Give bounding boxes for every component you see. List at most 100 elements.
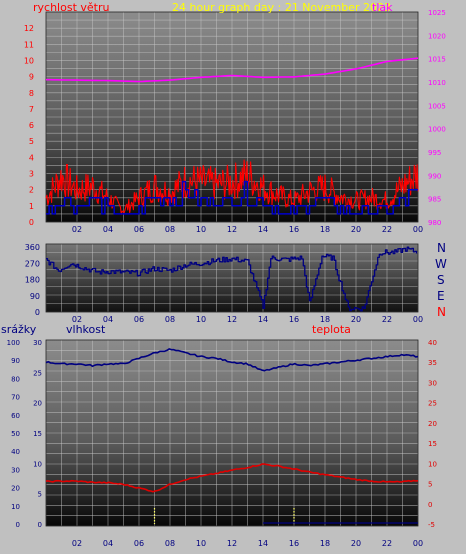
tick-label: 90 xyxy=(30,292,40,301)
tick-label: 20 xyxy=(428,420,437,428)
tick-label: 0 xyxy=(35,308,40,317)
pressure-ticks: 980 985 990 995 1000 1005 1010 1015 1020 1025 xyxy=(428,9,446,227)
tick-label: 995 xyxy=(428,149,441,157)
x-tick-label: 14 xyxy=(258,539,268,548)
humidity-panel-x-ticks: 02 04 06 08 10 12 14 16 18 20 22 00 xyxy=(72,539,423,548)
x-tick-label: 22 xyxy=(382,225,392,234)
tick-label: 5 xyxy=(428,481,432,489)
tick-label: 10 xyxy=(24,56,34,65)
x-tick-label: 00 xyxy=(413,315,423,324)
tick-label: 10 xyxy=(33,460,42,468)
tick-label: 2 xyxy=(29,186,34,195)
temperature-label: teplota xyxy=(312,323,351,336)
axis-tick-labels: 0123456789101112980985990995100010051010… xyxy=(7,9,446,548)
compass-s: S xyxy=(437,273,445,287)
pressure-label: tlak xyxy=(372,1,393,14)
tick-label: 3 xyxy=(29,170,34,179)
tick-label: 25 xyxy=(33,369,42,377)
tick-label: 0 xyxy=(38,521,42,529)
tick-label: 990 xyxy=(428,172,441,180)
x-tick-label: 22 xyxy=(382,315,392,324)
tick-label: 10 xyxy=(428,460,437,468)
wind-panel-x-ticks: 02 04 06 08 10 12 14 16 18 20 22 00 xyxy=(72,225,423,234)
tick-label: 10 xyxy=(11,503,20,511)
data-series xyxy=(45,57,419,524)
tick-label: 90 xyxy=(11,357,20,365)
x-tick-label: 16 xyxy=(289,315,299,324)
humidity-label: vlhkost xyxy=(66,323,106,336)
tick-label: 15 xyxy=(428,440,437,448)
tick-label: 12 xyxy=(24,24,34,33)
temperature-ticks: -5 0 5 10 15 20 25 30 35 40 xyxy=(428,339,437,529)
tick-label: -5 xyxy=(428,521,435,529)
x-tick-label: 18 xyxy=(320,539,330,548)
x-tick-label: 10 xyxy=(196,315,206,324)
tick-label: 1025 xyxy=(428,9,446,17)
compass-e: E xyxy=(437,289,445,303)
tick-label: 1005 xyxy=(428,102,446,110)
tick-label: 20 xyxy=(11,485,20,493)
tick-label: 0 xyxy=(29,218,34,227)
x-tick-label: 18 xyxy=(320,315,330,324)
panel-frame xyxy=(45,243,419,313)
x-tick-label: 06 xyxy=(134,315,144,324)
x-tick-label: 08 xyxy=(165,539,175,548)
tick-label: 50 xyxy=(11,430,20,438)
tick-label: 30 xyxy=(11,466,20,474)
x-tick-label: 22 xyxy=(382,539,392,548)
tick-label: 7 xyxy=(29,105,34,114)
tick-label: 80 xyxy=(11,375,20,383)
humidity-panel-grid xyxy=(45,339,419,527)
tick-label: 30 xyxy=(428,379,437,387)
x-tick-label: 20 xyxy=(351,539,361,548)
x-tick-label: 00 xyxy=(413,539,423,548)
tick-label: 1 xyxy=(29,202,34,211)
chart-title: 24 hour graph day : 21 November 2023 xyxy=(172,1,391,14)
tick-label: 15 xyxy=(33,430,42,438)
tick-label: 0 xyxy=(16,521,20,529)
x-tick-label: 08 xyxy=(165,315,175,324)
tick-label: 4 xyxy=(29,153,34,162)
tick-label: 9 xyxy=(29,73,34,82)
tick-label: 8 xyxy=(29,89,34,98)
compass-w: W xyxy=(435,257,447,271)
x-tick-label: 20 xyxy=(351,225,361,234)
tick-label: 1015 xyxy=(428,56,446,64)
x-tick-label: 12 xyxy=(227,225,237,234)
panel-frame xyxy=(45,339,419,527)
x-tick-label: 06 xyxy=(134,539,144,548)
tick-label: 40 xyxy=(11,448,20,456)
x-tick-label: 12 xyxy=(227,315,237,324)
tick-label: 180 xyxy=(25,276,40,285)
x-tick-label: 10 xyxy=(196,225,206,234)
tick-label: 985 xyxy=(428,196,441,204)
tick-label: 360 xyxy=(25,243,40,252)
wind-average-series xyxy=(46,180,418,215)
rain-ticks: 0 10 20 30 40 50 60 70 80 90 100 xyxy=(7,339,20,529)
tick-label: 6 xyxy=(29,121,34,130)
tick-label: 980 xyxy=(428,219,441,227)
compass-n-bottom: N xyxy=(437,305,446,319)
x-tick-label: 02 xyxy=(72,539,82,548)
tick-label: 1010 xyxy=(428,79,446,87)
x-tick-label: 14 xyxy=(258,225,268,234)
x-tick-label: 16 xyxy=(289,539,299,548)
x-tick-label: 12 xyxy=(227,539,237,548)
x-tick-label: 00 xyxy=(413,225,423,234)
x-tick-label: 16 xyxy=(289,225,299,234)
tick-label: 25 xyxy=(428,400,437,408)
x-tick-label: 20 xyxy=(351,315,361,324)
x-tick-label: 14 xyxy=(258,315,268,324)
tick-label: 11 xyxy=(24,40,34,49)
x-tick-label: 08 xyxy=(165,225,175,234)
tick-label: 20 xyxy=(33,400,42,408)
direction-ticks: 0 90 180 270 360 xyxy=(25,243,40,317)
x-tick-label: 06 xyxy=(134,225,144,234)
grid-lines xyxy=(45,11,419,527)
x-tick-label: 02 xyxy=(72,225,82,234)
tick-label: 100 xyxy=(7,339,20,347)
tick-label: 270 xyxy=(25,259,40,268)
